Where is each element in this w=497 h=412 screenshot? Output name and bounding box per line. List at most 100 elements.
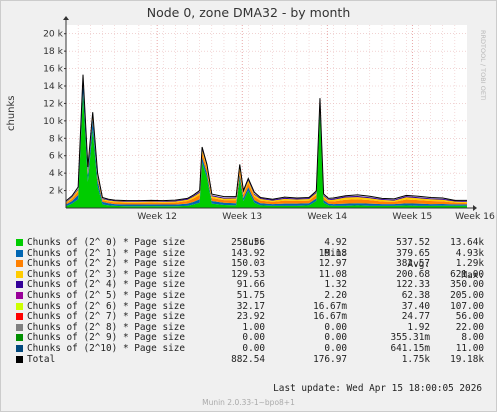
x-tick-label: Week 15	[392, 211, 432, 222]
legend-swatch	[16, 260, 23, 268]
legend-cur-value: 0.00	[242, 343, 265, 354]
legend-max-value: 19.18k	[450, 353, 484, 365]
legend-label: Total	[27, 353, 56, 365]
legend-max-value: 1.29k	[455, 258, 484, 270]
chart-title: Node 0, zone DMA32 - by month	[146, 5, 351, 20]
legend-min-value: 2.20	[324, 290, 347, 301]
y-axis-arrow	[63, 16, 69, 20]
legend-max-value: 107.00	[450, 300, 484, 312]
y-tick-label: 14 k	[43, 81, 64, 92]
chart-areas	[65, 74, 467, 208]
legend-max-value: 205.00	[450, 290, 484, 301]
legend-cur-value: 51.75	[236, 290, 265, 301]
legend-label: Chunks of (2^ 9) * Page size	[27, 332, 186, 344]
y-tick-label: 4 k	[49, 168, 64, 179]
x-tick-label: Week 14	[307, 211, 347, 222]
legend-max-value: 4.93k	[455, 247, 484, 259]
legend-max-value: 22.00	[455, 321, 484, 333]
legend-min-value: 0.00	[324, 321, 347, 333]
legend-min-value: 0.00	[324, 332, 347, 344]
legend-avg-value: 382.57	[396, 258, 430, 270]
legend-cur-value: 32.17	[236, 300, 265, 312]
chart-grid	[66, 25, 467, 208]
legend-label: Chunks of (2^ 6) * Page size	[27, 300, 186, 312]
legend-avg-value: 24.77	[401, 311, 430, 323]
y-axis-label-text: chunks	[6, 95, 17, 131]
y-tick-label: 12 k	[43, 98, 64, 109]
legend-avg-value: 200.68	[396, 268, 430, 280]
legend-max-value: 13.64k	[450, 237, 484, 248]
legend-swatch	[16, 239, 23, 246]
legend-cur-value: 150.03	[231, 258, 265, 270]
x-tick-label: Week 13	[222, 211, 262, 222]
legend-min-value: 16.67m	[313, 300, 347, 312]
legend-cur-value: 258.56	[231, 237, 265, 248]
legend-max-value: 56.00	[455, 311, 484, 323]
legend-header-max: Max:	[461, 270, 484, 281]
legend-swatch	[16, 345, 23, 352]
legend-avg-value: 1.92	[407, 321, 430, 333]
legend-max-value: 11.00	[455, 343, 484, 354]
legend-avg-value: 122.33	[396, 279, 430, 291]
legend-cur-value: 129.53	[231, 268, 265, 280]
y-axis-label: chunks	[6, 95, 17, 131]
chart-plot: 2 k 4 k 6 k 8 k 10 k 12 k 14 k 16 k 18 k 20 k Week…	[43, 16, 495, 222]
y-tick-label: 20 k	[43, 29, 64, 40]
legend-avg-value: 641.15m	[390, 343, 430, 354]
y-tick-label: 16 k	[43, 64, 64, 75]
legend-cur-value: 882.54	[231, 353, 265, 365]
legend-label: Chunks of (2^ 3) * Page size	[27, 268, 186, 280]
legend-avg-value: 37.40	[401, 300, 430, 312]
legend-label: Chunks of (2^ 4) * Page size	[27, 279, 186, 291]
legend-max-value: 8.00	[461, 332, 484, 344]
legend-label: Chunks of (2^ 0) * Page size	[27, 237, 186, 248]
total-line	[65, 74, 467, 202]
legend-label: Chunks of (2^ 2) * Page size	[27, 258, 186, 270]
footer-version: Munin 2.0.33-1~bpo8+1	[202, 398, 295, 407]
legend-min-value: 176.97	[313, 353, 347, 365]
legend-min-value: 16.67m	[313, 311, 347, 323]
legend-swatch	[16, 334, 23, 342]
plot-background	[66, 25, 467, 208]
y-tick-label: 2 k	[49, 186, 64, 197]
legend-swatch	[16, 302, 23, 310]
legend-header-cur: Cur:	[242, 237, 265, 248]
legend-swatch	[16, 292, 23, 299]
y-tick-label: 18 k	[43, 46, 64, 57]
x-tick-label: Week 16	[455, 211, 495, 222]
legend-label: Chunks of (2^ 7) * Page size	[27, 311, 186, 323]
legend-max-value: 350.00	[450, 279, 484, 291]
side-label-text: RRDTOOL / TOBI OETIKER	[479, 30, 487, 100]
legend-swatch	[16, 281, 23, 289]
legend-header-avg: Avg:	[407, 259, 430, 270]
legend-avg-value: 1.75k	[401, 353, 430, 365]
legend-cur-value: 23.92	[236, 311, 265, 323]
legend-min-value: 19.18	[318, 247, 347, 259]
legend-avg-value: 379.65	[396, 247, 430, 259]
legend-label: Chunks of (2^10) * Page size	[27, 343, 186, 354]
legend-min-value: 11.08	[318, 268, 347, 280]
legend-min-value: 1.32	[324, 279, 347, 291]
legend-cur-value: 91.66	[236, 279, 265, 291]
legend-label: Chunks of (2^ 5) * Page size	[27, 290, 186, 301]
side-label: RRDTOOL / TOBI OETIKER	[479, 30, 487, 100]
legend-avg-value: 62.38	[401, 290, 430, 301]
legend-label: Chunks of (2^ 8) * Page size	[27, 321, 186, 333]
legend-header-min: Min:	[324, 248, 347, 259]
legend-swatch	[16, 313, 23, 321]
y-tick-label: 6 k	[49, 151, 64, 162]
legend-avg-value: 355.31m	[390, 332, 430, 344]
legend-cur-value: 143.92	[231, 247, 265, 259]
last-update: Last update: Wed Apr 15 18:00:05 2026	[273, 383, 482, 394]
x-axis-arrow	[473, 205, 477, 211]
legend-cur-value: 0.00	[242, 332, 265, 344]
legend-cur-value: 1.00	[242, 321, 265, 333]
legend-header: Cur: Min: Avg: Max:	[0, 226, 484, 281]
legend-swatch	[16, 355, 23, 363]
legend-min-value: 4.92	[324, 237, 347, 248]
legend-min-value: 0.00	[324, 343, 347, 354]
legend-max-value: 621.00	[450, 268, 484, 280]
legend-avg-value: 537.52	[396, 237, 430, 248]
legend-swatch	[16, 249, 23, 257]
chart-axes: 2 k 4 k 6 k 8 k 10 k 12 k 14 k 16 k 18 k 20 k Week…	[43, 16, 495, 222]
